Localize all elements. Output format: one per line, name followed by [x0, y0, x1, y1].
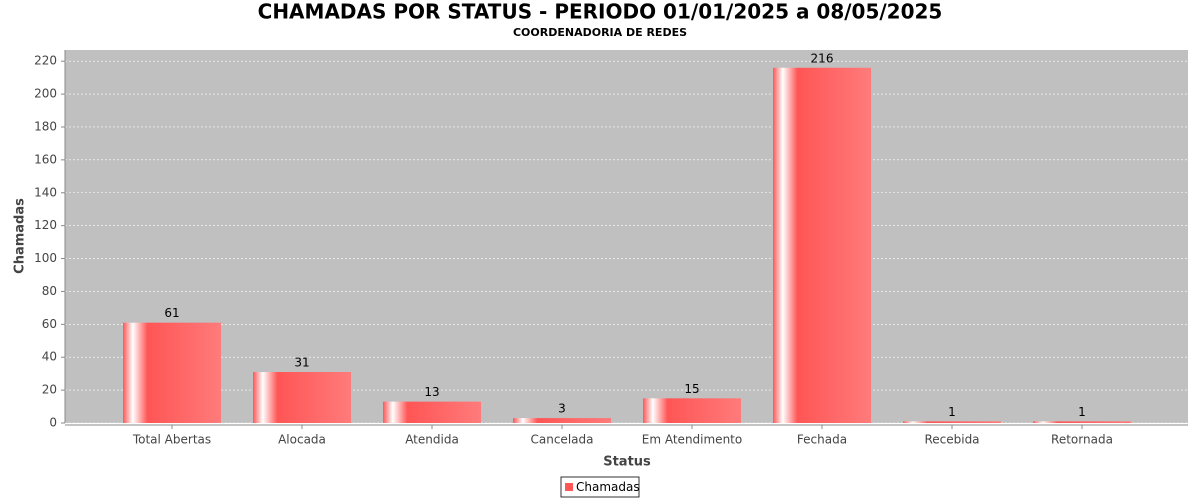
x-tick-label: Recebida: [924, 433, 979, 447]
legend-label: Chamadas: [576, 480, 640, 494]
y-tick-label: 0: [49, 416, 57, 430]
y-tick-label: 40: [42, 350, 57, 364]
x-tick-label: Retornada: [1051, 433, 1113, 447]
chart-title: CHAMADAS POR STATUS - PERIODO 01/01/2025…: [258, 0, 943, 24]
value-label: 13: [424, 385, 439, 399]
x-tick-label: Em Atendimento: [642, 433, 742, 447]
x-tick-label: Cancelada: [531, 433, 594, 447]
legend-box: [560, 476, 640, 498]
y-tick-label: 60: [42, 317, 57, 331]
y-tick-label: 200: [34, 87, 57, 101]
value-label: 15: [684, 382, 699, 396]
value-label: 1: [1078, 405, 1086, 419]
value-label: 216: [811, 51, 834, 65]
bar: [773, 67, 871, 423]
y-tick-label: 220: [34, 54, 57, 68]
chart-subtitle: COORDENADORIA DE REDES: [513, 26, 687, 39]
y-tick-label: 120: [34, 218, 57, 232]
value-label: 1: [948, 405, 956, 419]
y-tick-label: 160: [34, 152, 57, 166]
y-axis-label: Chamadas: [13, 198, 28, 274]
bar: [513, 418, 611, 423]
y-tick-label: 140: [34, 185, 57, 199]
bar: [253, 372, 351, 423]
bar: [1033, 421, 1131, 423]
y-tick-label: 100: [34, 251, 57, 265]
value-label: 3: [558, 402, 566, 416]
y-tick-label: 80: [42, 284, 57, 298]
bar: [643, 398, 741, 423]
bar: [903, 421, 1001, 423]
y-tick-label: 180: [34, 119, 57, 133]
x-axis-label: Status: [603, 455, 651, 470]
x-tick-label: Total Abertas: [132, 433, 211, 447]
x-tick-label: Fechada: [797, 433, 847, 447]
legend-swatch: [565, 483, 573, 491]
y-tick-label: 20: [42, 383, 57, 397]
bar: [123, 322, 221, 423]
value-label: 61: [164, 306, 179, 320]
plot-area: [65, 50, 1188, 423]
x-tick-label: Alocada: [278, 433, 326, 447]
value-label: 31: [294, 356, 309, 370]
x-tick-label: Atendida: [405, 433, 459, 447]
bar: [383, 401, 481, 423]
